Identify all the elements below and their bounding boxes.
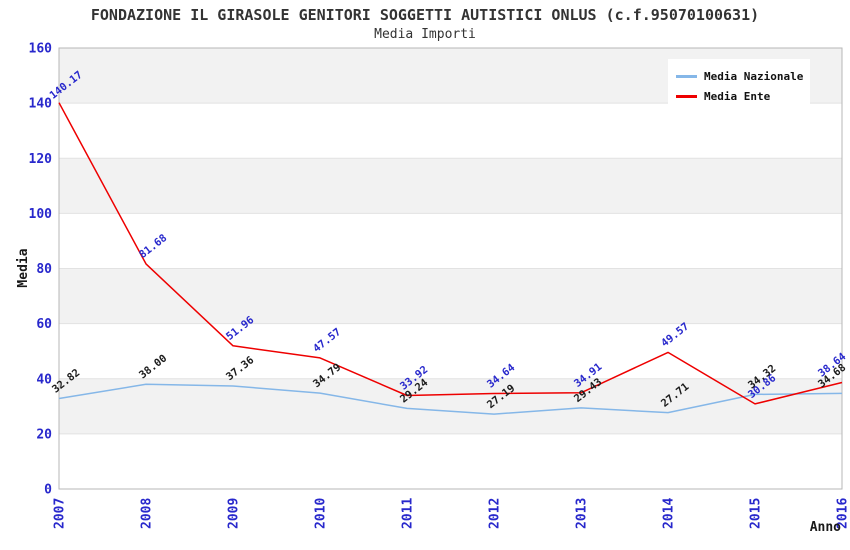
grid-band — [59, 433, 842, 489]
x-tick-label: 2013 — [575, 498, 590, 529]
legend-line-sample-ente — [676, 95, 697, 98]
legend-label: Media Nazionale — [704, 70, 804, 83]
x-tick-label: 2014 — [662, 498, 677, 529]
grid-band — [59, 268, 842, 324]
y-tick-label: 120 — [29, 152, 53, 167]
legend-label: Media Ente — [704, 90, 771, 103]
y-tick-label: 100 — [29, 207, 53, 222]
legend: Media Nazionale Media Ente — [668, 59, 810, 114]
series-line-media-nazionale — [58, 383, 843, 415]
grid-band — [59, 213, 842, 269]
y-tick-label: 0 — [44, 483, 52, 498]
y-tick-label: 80 — [36, 262, 52, 277]
y-axis-title: Media — [16, 248, 31, 287]
x-tick-label: 2010 — [314, 498, 329, 529]
x-tick-label: 2009 — [227, 498, 242, 529]
x-tick-label: 2016 — [836, 498, 850, 529]
legend-item-media-ente: Media Ente — [676, 88, 810, 105]
legend-line-sample-nazionale — [676, 75, 697, 78]
grid-band — [59, 158, 842, 214]
legend-item-media-nazionale: Media Nazionale — [676, 68, 810, 85]
x-tick-label: 2007 — [53, 498, 68, 529]
y-tick-label: 40 — [36, 372, 52, 387]
chart-subtitle: Media Importi — [374, 27, 476, 42]
x-tick-label: 2011 — [401, 498, 416, 529]
x-axis-title: Anno — [810, 520, 841, 535]
y-tick-label: 60 — [36, 317, 52, 332]
y-tick-label: 20 — [36, 427, 52, 442]
grid-band — [59, 378, 842, 434]
plot-border — [58, 47, 843, 490]
y-tick-label: 140 — [29, 97, 53, 112]
chart-title: FONDAZIONE IL GIRASOLE GENITORI SOGGETTI… — [90, 6, 760, 24]
x-tick-label: 2015 — [749, 498, 764, 529]
x-tick-label: 2008 — [140, 498, 155, 529]
y-tick-label: 160 — [29, 42, 53, 57]
grid-band — [59, 323, 842, 379]
x-tick-label: 2012 — [488, 498, 503, 529]
series-line-media-ente — [58, 102, 843, 405]
